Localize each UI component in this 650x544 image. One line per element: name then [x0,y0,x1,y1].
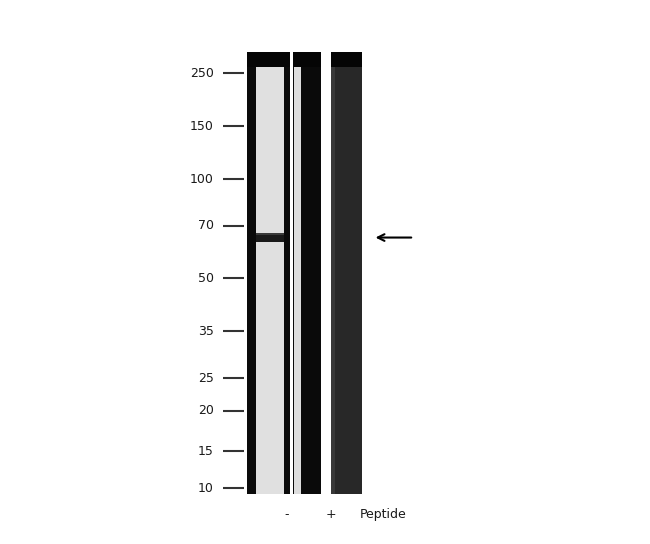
Text: Peptide: Peptide [360,508,407,521]
Bar [293,52,320,67]
Bar [332,52,362,67]
Bar [332,52,362,493]
Text: 70: 70 [198,219,214,232]
Text: 250: 250 [190,67,214,80]
Text: 150: 150 [190,120,214,133]
Text: 35: 35 [198,325,214,338]
Text: 50: 50 [198,272,214,285]
Bar [256,233,283,235]
Bar [248,52,290,493]
Text: -: - [285,508,289,521]
Text: 10: 10 [198,482,214,495]
Bar [293,52,320,493]
Bar [332,52,335,493]
Text: 15: 15 [198,444,214,458]
Bar [256,233,283,242]
Bar [294,52,301,493]
Bar [256,52,283,493]
Bar [248,52,290,67]
Text: 25: 25 [198,372,214,385]
Text: 20: 20 [198,404,214,417]
Text: 100: 100 [190,173,214,186]
Text: +: + [326,508,337,521]
